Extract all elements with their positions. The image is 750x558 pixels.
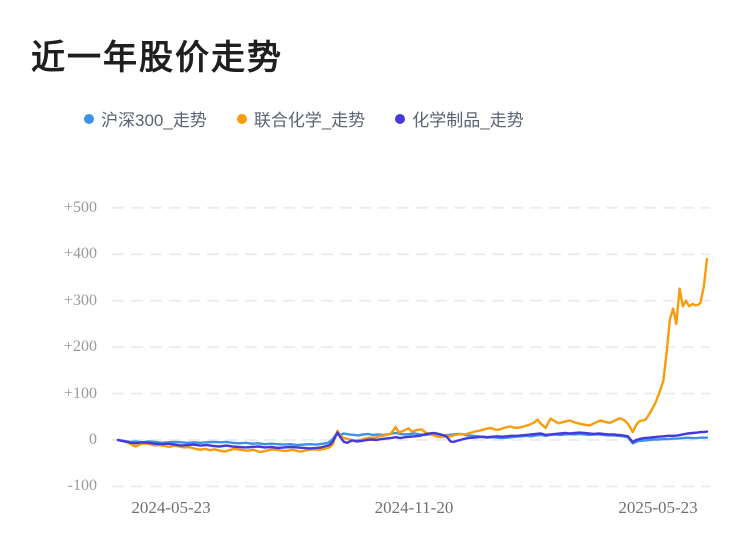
chart-legend: 沪深300_走势 联合化学_走势 化学制品_走势	[84, 106, 524, 131]
legend-label-hs300: 沪深300_走势	[101, 111, 207, 130]
x-axis-tick-end-date: 2025-05-23	[618, 498, 698, 517]
legend-dot-hs300-icon	[84, 113, 94, 124]
y-axis-tick-0: 0	[89, 431, 97, 448]
y-axis-tick-neg100: -100	[67, 477, 97, 494]
legend-item-huaxuezhipin[interactable]: 化学制品_走势	[395, 106, 524, 131]
legend-label-huaxuezhipin: 化学制品_走势	[412, 111, 524, 130]
y-axis-tick-500: +500	[63, 199, 97, 216]
x-axis-tick-mid-date: 2024-11-20	[374, 498, 454, 517]
y-axis-tick-300: +300	[63, 292, 97, 309]
x-axis-tick-start-date: 2024-05-23	[131, 498, 211, 517]
y-axis-tick-200: +200	[63, 338, 97, 355]
series-line-2	[116, 430, 709, 450]
legend-dot-huaxuezhipin-icon	[395, 113, 406, 124]
legend-item-hs300[interactable]: 沪深300_走势	[84, 106, 207, 131]
legend-dot-lianhehuaxue-icon	[236, 113, 247, 124]
series-line-1	[116, 257, 709, 454]
y-axis-tick-400: +400	[63, 245, 97, 262]
legend-item-lianhehuaxue[interactable]: 联合化学_走势	[236, 106, 366, 131]
y-axis-tick-100: +100	[63, 385, 97, 402]
legend-label-lianhehuaxue: 联合化学_走势	[253, 111, 366, 130]
page-title: 近一年股价走势	[31, 39, 283, 77]
